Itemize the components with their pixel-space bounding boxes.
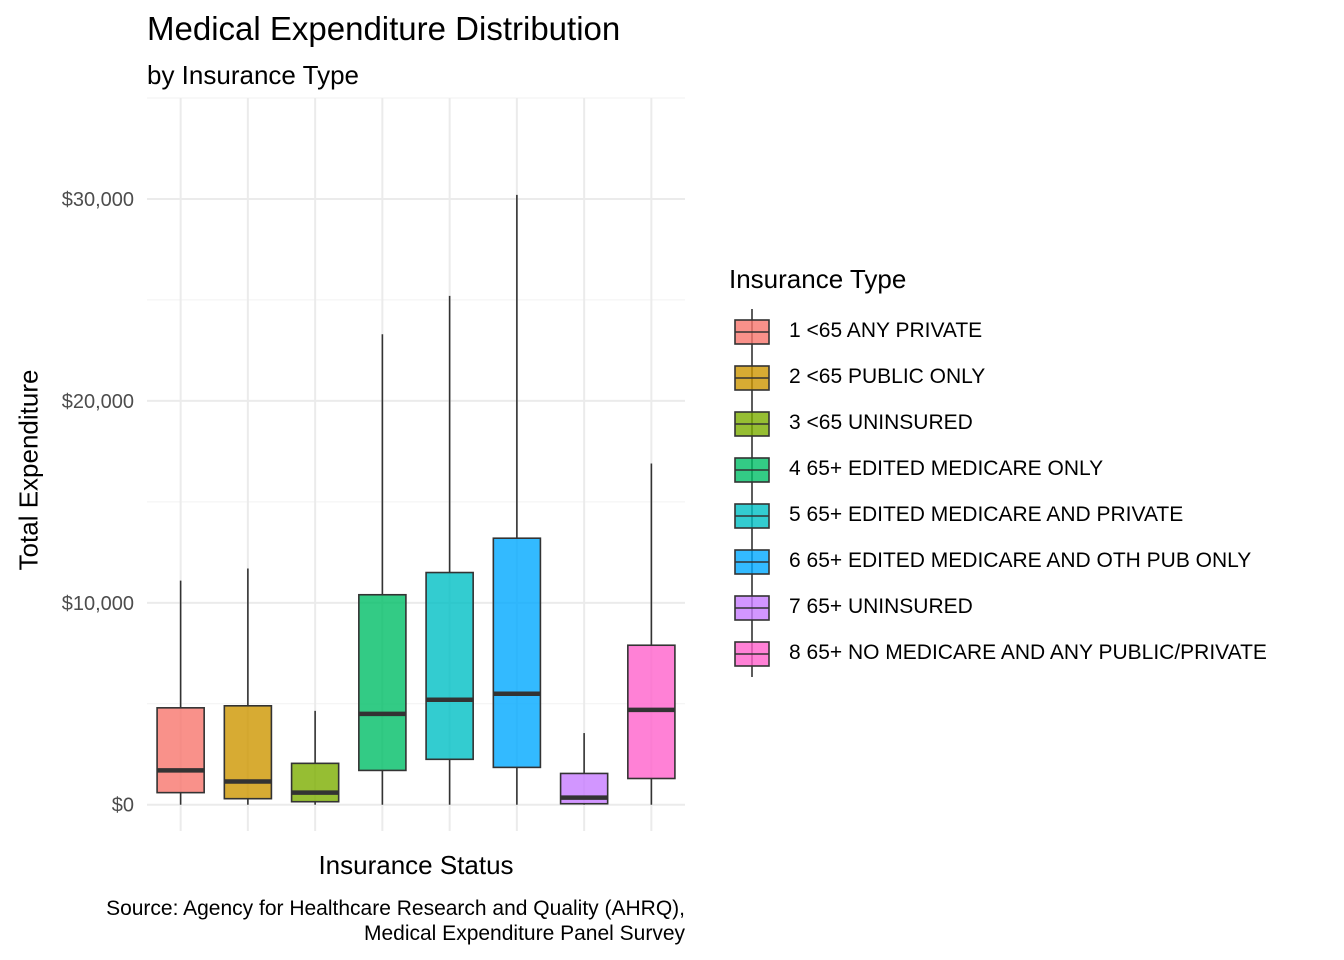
- y-tick-labels: $0 $10,000 $20,000 $30,000: [62, 189, 134, 817]
- box: [156, 707, 205, 794]
- legend-key: [734, 401, 770, 447]
- legend-key: [734, 539, 770, 585]
- box: [425, 571, 474, 761]
- boxplot-2: [223, 568, 273, 805]
- legend-item: 7 65+ UNINSURED: [729, 585, 973, 631]
- boxplot-6: [492, 194, 542, 805]
- y-axis-label: Total Expenditure: [13, 369, 44, 571]
- legend-items: 1 <65 ANY PRIVATE 2 <65 PUBLIC ONLY 3 <65 …: [729, 309, 1267, 677]
- legend-item: 2 <65 PUBLIC ONLY: [729, 355, 985, 401]
- box: [223, 705, 273, 800]
- legend-label: 7 65+ UNINSURED: [789, 595, 973, 618]
- legend-item: 4 65+ EDITED MEDICARE ONLY: [729, 447, 1103, 493]
- y-tick-label: $0: [112, 795, 134, 817]
- legend-key: [734, 309, 770, 355]
- y-tick-label: $20,000: [62, 391, 134, 413]
- y-tick-label: $30,000: [62, 189, 134, 211]
- boxplot-1: [156, 580, 205, 805]
- legend-item: 8 65+ NO MEDICARE AND ANY PUBLIC/PRIVATE: [729, 631, 1267, 677]
- legend-key: [734, 631, 770, 677]
- legend-label: 4 65+ EDITED MEDICARE ONLY: [789, 457, 1104, 480]
- source-caption: Source: Agency for Healthcare Research a…: [106, 896, 685, 946]
- legend-key: [734, 355, 770, 401]
- box: [358, 593, 407, 772]
- box: [492, 537, 542, 769]
- boxplot-4: [358, 334, 407, 805]
- plot-area: $0 $10,000 $20,000 $30,000: [62, 97, 685, 831]
- caption-line-1: Source: Agency for Healthcare Research a…: [106, 897, 685, 920]
- boxplot-5: [425, 295, 474, 805]
- legend-label: 8 65+ NO MEDICARE AND ANY PUBLIC/PRIVATE: [789, 641, 1267, 664]
- y-tick-label: $10,000: [62, 593, 134, 615]
- legend-label: 5 65+ EDITED MEDICARE AND PRIVATE: [789, 503, 1184, 526]
- legend-key: [734, 493, 770, 539]
- legend-key: [734, 447, 770, 493]
- boxplots: [156, 194, 676, 805]
- legend: Insurance Type 1 <65 ANY PRIVATE 2 <65 PU…: [729, 264, 1267, 677]
- legend-item: 3 <65 UNINSURED: [729, 401, 973, 447]
- x-axis-label: Insurance Status: [318, 850, 514, 880]
- chart-title: Medical Expenditure Distribution: [147, 10, 621, 47]
- caption-line-2: Medical Expenditure Panel Survey: [363, 922, 685, 945]
- chart-subtitle: by Insurance Type: [147, 60, 359, 90]
- legend-item: 1 <65 ANY PRIVATE: [729, 309, 982, 355]
- legend-label: 6 65+ EDITED MEDICARE AND OTH PUB ONLY: [789, 549, 1252, 572]
- legend-title: Insurance Type: [729, 264, 907, 294]
- legend-label: 3 <65 UNINSURED: [789, 411, 973, 434]
- legend-label: 1 <65 ANY PRIVATE: [789, 319, 983, 342]
- boxplot-8: [627, 463, 676, 805]
- boxplot-7: [559, 733, 609, 805]
- legend-key: [734, 585, 770, 631]
- legend-label: 2 <65 PUBLIC ONLY: [789, 365, 986, 388]
- boxplot-3: [290, 710, 340, 805]
- box: [290, 762, 340, 803]
- legend-item: 5 65+ EDITED MEDICARE AND PRIVATE: [729, 493, 1183, 539]
- legend-item: 6 65+ EDITED MEDICARE AND OTH PUB ONLY: [729, 539, 1251, 585]
